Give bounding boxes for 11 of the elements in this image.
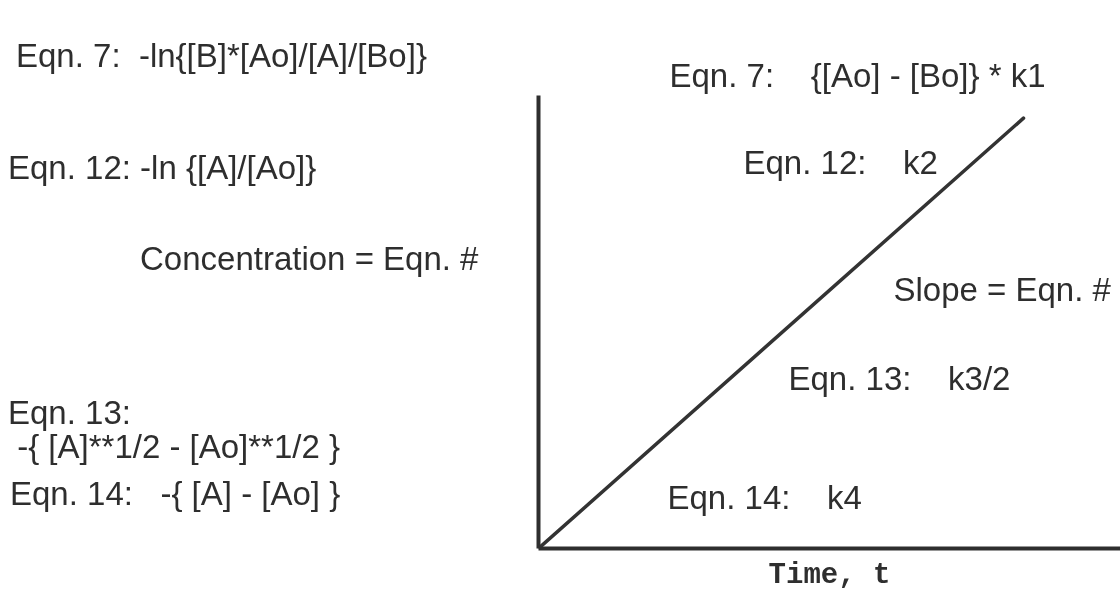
annotation: Eqn. 14: -{ [A] - [Ao] }	[10, 475, 341, 512]
x-axis-title: Time, t	[768, 558, 891, 592]
text: Eqn. 7: {[Ao] - [Bo]} * k1	[669, 57, 1046, 94]
annotation: Eqn. 12: k2	[743, 144, 938, 181]
annotation: Slope = Eqn. #	[893, 271, 1112, 308]
y-axis-title: Concentration = Eqn. #	[140, 240, 479, 277]
annotation: Eqn. 14: k4	[667, 479, 862, 516]
annotation: Eqn. 12: -ln {[A]/[Ao]}	[8, 149, 317, 186]
annotation: Eqn. 13: -{ [A]**1/2 - [Ao]**1/2 }	[8, 394, 341, 465]
text: Eqn. 7: -ln{[B]*[Ao]/[A]/[Bo]}	[16, 37, 427, 74]
annotation: Eqn. 13: k3/2	[788, 360, 1011, 397]
